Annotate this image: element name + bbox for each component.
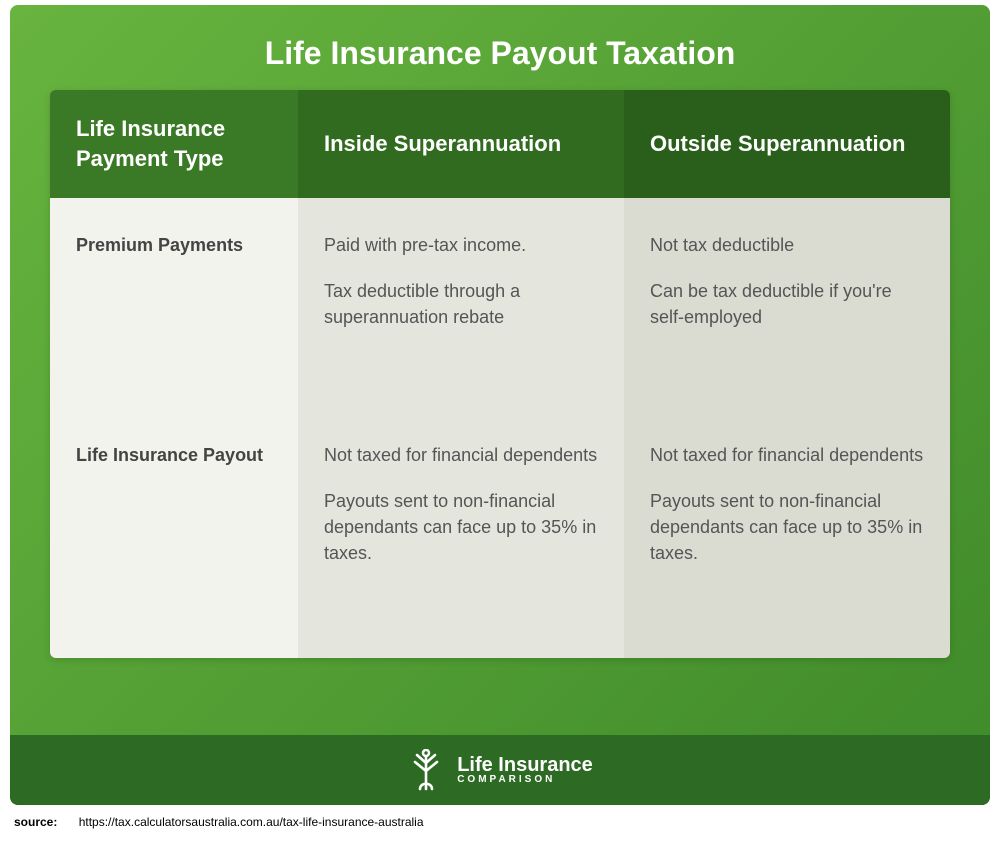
infographic-panel: Life Insurance Payout Taxation Life Insu…	[10, 5, 990, 805]
cell-outside: Not taxed for financial dependents Payou…	[624, 408, 950, 658]
cell-text: Can be tax deductible if you're self-emp…	[650, 278, 924, 330]
source-url: https://tax.calculatorsaustralia.com.au/…	[79, 815, 424, 829]
cell-text: Not taxed for financial dependents	[650, 442, 924, 468]
row-label: Life Insurance Payout	[50, 408, 298, 658]
brand-name-line2: COMPARISON	[457, 775, 593, 785]
table-header-row: Life Insurance Payment Type Inside Super…	[50, 90, 950, 198]
cell-inside: Paid with pre-tax income. Tax deductible…	[298, 198, 624, 408]
source-label: source:	[14, 815, 57, 829]
cell-text: Paid with pre-tax income.	[324, 232, 598, 258]
cell-outside: Not tax deductible Can be tax deductible…	[624, 198, 950, 408]
cell-inside: Not taxed for financial dependents Payou…	[298, 408, 624, 658]
cell-text: Not taxed for financial dependents	[324, 442, 598, 468]
column-header-inside-super: Inside Superannuation	[298, 90, 624, 198]
cell-text: Tax deductible through a superannuation …	[324, 278, 598, 330]
cell-text: Payouts sent to non-fi­nancial dependant…	[324, 488, 598, 566]
table-row: Premium Payments Paid with pre-tax incom…	[50, 198, 950, 408]
brand-logo: Life Insurance COMPARISON	[407, 749, 593, 791]
taxation-table: Life Insurance Payment Type Inside Super…	[50, 90, 950, 658]
source-citation: source: https://tax.calculatorsaustralia…	[14, 815, 424, 829]
brand-text: Life Insurance COMPARISON	[457, 755, 593, 785]
column-header-payment-type: Life Insurance Payment Type	[50, 90, 298, 198]
column-header-outside-super: Outside Superannuation	[624, 90, 950, 198]
brand-name-line1: Life Insurance	[457, 755, 593, 775]
table-row: Life Insurance Payout Not taxed for fina…	[50, 408, 950, 658]
cell-text: Not tax deductible	[650, 232, 924, 258]
row-label: Premium Payments	[50, 198, 298, 408]
brand-footer: Life Insurance COMPARISON	[10, 735, 990, 805]
page-title: Life Insurance Payout Taxation	[10, 5, 990, 90]
tree-person-icon	[407, 749, 445, 791]
cell-text: Payouts sent to non-fi­nancial dependant…	[650, 488, 924, 566]
